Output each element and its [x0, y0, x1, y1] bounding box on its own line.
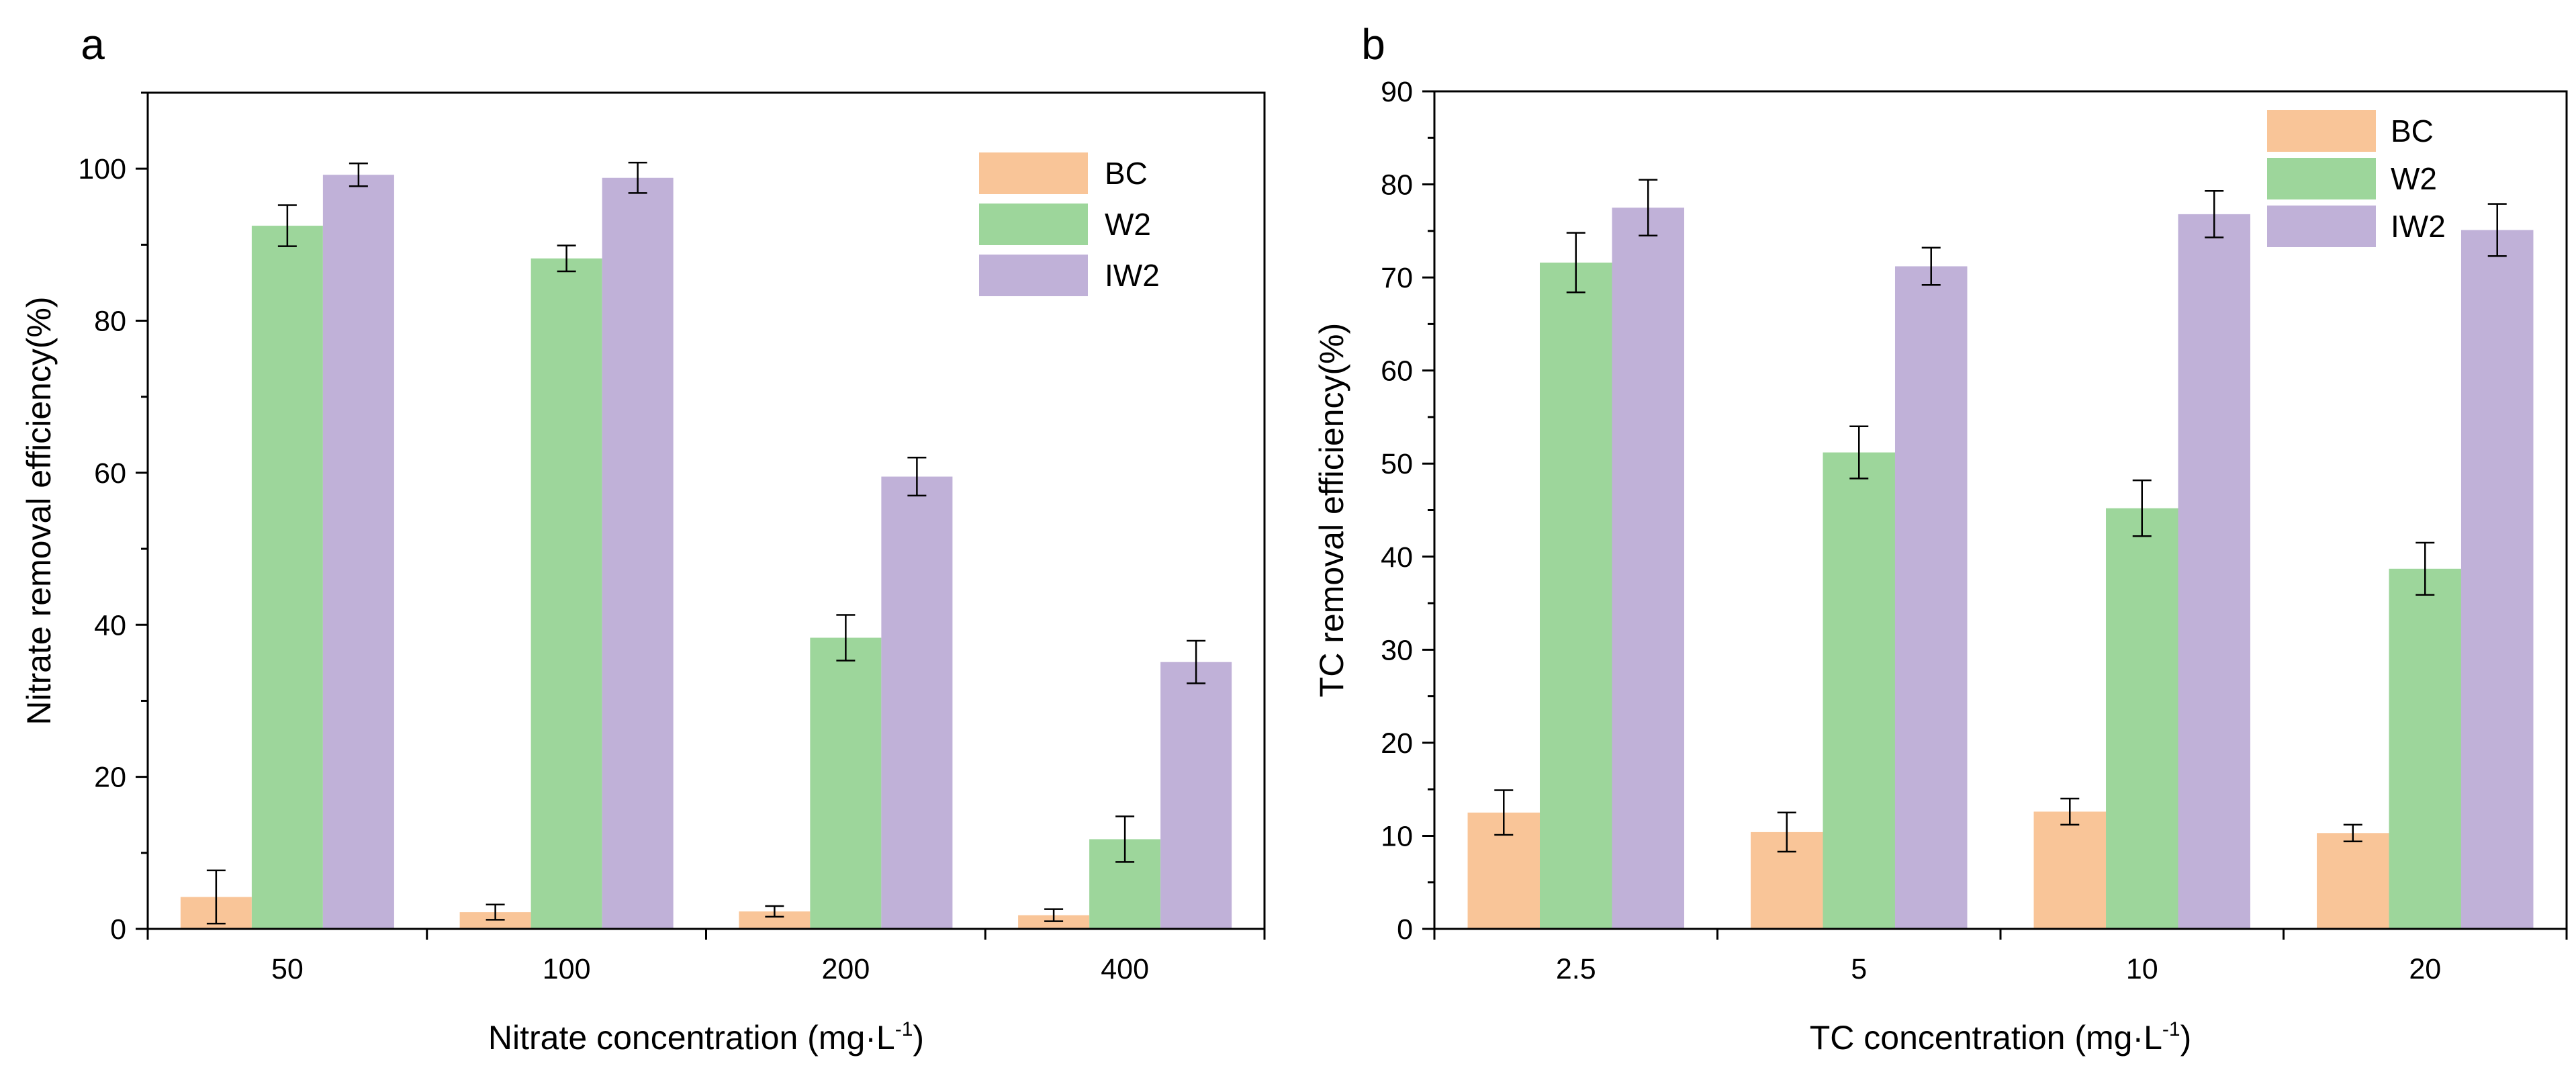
y-tick-label: 20	[1381, 727, 1413, 760]
error-bar-w2-100	[557, 244, 576, 273]
y-tick-label: 50	[1381, 448, 1413, 480]
x-axis-title-superscript: -1	[2162, 1018, 2180, 1040]
error-bar-bc-2.5	[1494, 789, 1514, 836]
panel-label: b	[1361, 20, 1385, 69]
legend: BC W2 IW2	[979, 152, 1160, 296]
y-tick-label: 90	[1381, 76, 1413, 108]
bar-iw2-20	[2460, 230, 2534, 930]
y-tick-label: 0	[1397, 913, 1413, 946]
legend-swatch-bc	[979, 152, 1088, 194]
error-bar-iw2-5	[1921, 246, 1941, 286]
y-tick-label: 30	[1381, 634, 1413, 666]
error-bar-bc-10	[2060, 797, 2080, 826]
y-tick-label: 10	[1381, 820, 1413, 852]
x-tick-label: 2.5	[1556, 953, 1596, 985]
error-bar-iw2-100	[628, 161, 647, 194]
bar-bc-20	[2317, 833, 2389, 929]
y-tick-label: 60	[94, 457, 126, 490]
bar-iw2-100	[602, 177, 674, 929]
error-bar-bc-100	[486, 903, 505, 921]
x-axis-title-superscript: -1	[895, 1018, 913, 1040]
error-bar-bc-20	[2343, 823, 2362, 843]
x-tick-label: 5	[1851, 953, 1867, 985]
x-tick-label: 10	[2126, 953, 2158, 985]
bar-w2-200	[810, 637, 882, 929]
y-tick-label: 80	[94, 306, 126, 338]
panel-label: a	[81, 20, 105, 69]
legend-label-w2: W2	[1105, 207, 1151, 242]
error-bar-bc-50	[206, 869, 226, 925]
error-bar-w2-10	[2132, 479, 2152, 537]
x-tick-label: 400	[1101, 953, 1149, 985]
y-tick-label: 60	[1381, 355, 1413, 388]
y-tick-label: 20	[94, 762, 126, 794]
legend-swatch-bc	[2267, 110, 2376, 152]
x-axis-title: TC concentration (mg·L-1)	[1810, 1018, 2192, 1057]
legend: BC W2 IW2	[2267, 110, 2446, 247]
x-axis-title-main: Nitrate concentration (mg·L	[488, 1019, 895, 1057]
panel-a: a 0 20 40 60 80 100 50 100 200 400 Nitrate concentr…	[20, 20, 1266, 1057]
legend-swatch-iw2	[979, 255, 1088, 296]
legend-label-bc: BC	[1105, 156, 1148, 191]
error-bar-w2-2.5	[1566, 232, 1585, 294]
bar-iw2-5	[1894, 266, 1968, 929]
error-bar-w2-5	[1849, 425, 1869, 480]
y-tick-label: 100	[78, 153, 126, 185]
y-tick-label: 80	[1381, 169, 1413, 201]
legend-label-bc: BC	[2391, 114, 2434, 148]
x-axis-title-main: TC concentration (mg·L	[1810, 1019, 2162, 1057]
y-tick-label: 40	[94, 609, 126, 641]
x-tick-label: 100	[543, 953, 591, 985]
legend-label-iw2: IW2	[1105, 258, 1160, 293]
legend-swatch-w2	[979, 204, 1088, 245]
bar-w2-20	[2389, 568, 2461, 929]
error-bar-iw2-10	[2205, 190, 2224, 238]
bar-w2-100	[531, 258, 602, 930]
bar-iw2-50	[322, 175, 394, 930]
panel-b: b 0 10 20 30 40 50 60 70 80 90 2.5 5 10 20 TC concentra…	[1313, 20, 2568, 1057]
error-bar-w2-50	[277, 204, 297, 247]
error-bar-bc-400	[1044, 908, 1064, 922]
x-tick-label: 20	[2409, 953, 2441, 985]
bar-bc-10	[2033, 811, 2107, 929]
y-axis-title: TC removal efficiency(%)	[1313, 323, 1350, 698]
bar-w2-10	[2106, 508, 2178, 929]
bar-iw2-400	[1160, 662, 1232, 929]
bar-w2-2.5	[1540, 262, 1612, 929]
x-tick-label: 50	[271, 953, 304, 985]
error-bar-iw2-2.5	[1639, 179, 1658, 237]
legend-label-w2: W2	[2391, 161, 2437, 196]
legend-label-iw2: IW2	[2391, 209, 2446, 244]
x-axis-title-close: )	[913, 1019, 924, 1057]
legend-swatch-w2	[2267, 158, 2376, 199]
x-tick-label: 200	[822, 953, 870, 985]
error-bar-bc-5	[1777, 811, 1796, 853]
error-bar-iw2-20	[2487, 203, 2507, 257]
bar-w2-5	[1823, 452, 1895, 929]
y-tick-label: 40	[1381, 541, 1413, 574]
bar-iw2-10	[2178, 214, 2250, 930]
bar-w2-50	[251, 226, 323, 930]
error-bar-iw2-400	[1187, 639, 1206, 684]
error-bar-w2-400	[1115, 815, 1135, 863]
x-axis-title: Nitrate concentration (mg·L-1)	[488, 1018, 924, 1057]
bar-iw2-200	[881, 476, 953, 929]
bar-iw2-2.5	[1612, 208, 1684, 929]
y-tick-label: 0	[110, 913, 126, 946]
y-axis-title: Nitrate removal efficiency(%)	[20, 296, 58, 725]
error-bar-iw2-50	[349, 163, 368, 187]
error-bar-w2-200	[836, 614, 856, 662]
error-bar-w2-20	[2416, 541, 2435, 596]
legend-swatch-iw2	[2267, 206, 2376, 247]
x-axis-title-close: )	[2180, 1019, 2192, 1057]
error-bar-bc-200	[765, 905, 784, 918]
error-bar-iw2-200	[907, 457, 927, 497]
y-tick-label: 70	[1381, 262, 1413, 294]
